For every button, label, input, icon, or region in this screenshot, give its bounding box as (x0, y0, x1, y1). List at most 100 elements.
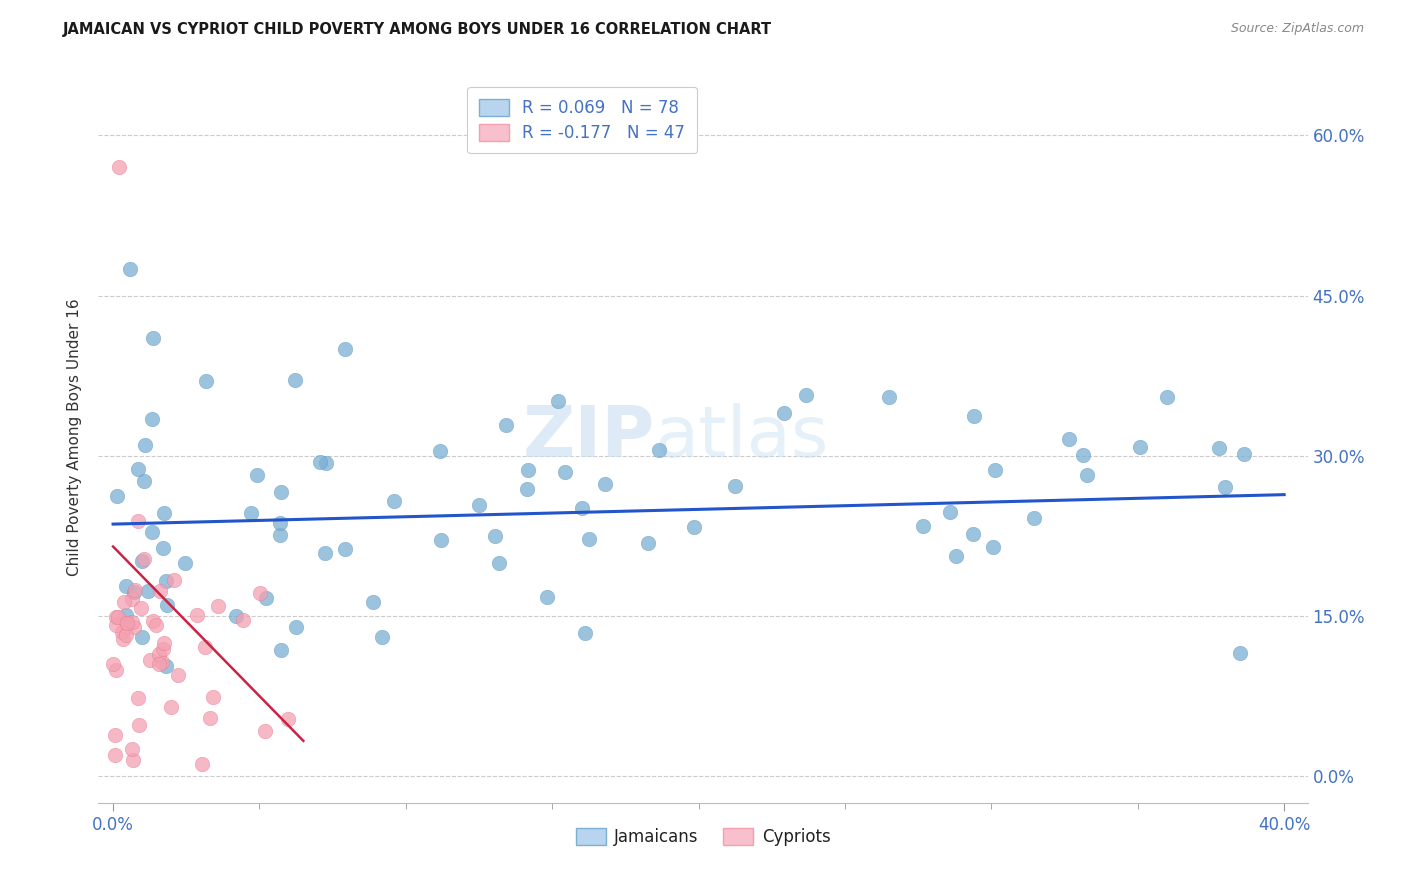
Y-axis label: Child Poverty Among Boys Under 16: Child Poverty Among Boys Under 16 (67, 298, 83, 576)
Point (314, 546, 336, 560)
Point (124, 619, 146, 633)
Point (246, 467, 269, 482)
Point (1071, 448, 1094, 462)
Point (142, 614, 165, 628)
Point (108, 161, 131, 175)
Legend: Jamaicans, Cypriots: Jamaicans, Cypriots (569, 822, 837, 853)
Point (939, 505, 962, 519)
Point (115, 628, 138, 642)
Point (127, 514, 149, 528)
Point (124, 583, 146, 598)
Point (163, 573, 186, 587)
Point (488, 556, 510, 570)
Point (1057, 433, 1080, 447)
Point (1208, 441, 1230, 455)
Point (131, 554, 153, 568)
Point (773, 406, 796, 420)
Point (877, 390, 900, 404)
Point (155, 574, 177, 589)
Point (148, 657, 170, 671)
Point (201, 690, 224, 704)
Point (637, 536, 659, 550)
Text: JAMAICAN VS CYPRIOT CHILD POVERTY AMONG BOYS UNDER 16 CORRELATION CHART: JAMAICAN VS CYPRIOT CHILD POVERTY AMONG … (63, 22, 772, 37)
Point (200, 711, 222, 725)
Point (536, 591, 558, 605)
Point (152, 636, 174, 650)
Point (105, 610, 128, 624)
Text: atlas: atlas (655, 402, 830, 472)
Point (1129, 440, 1152, 454)
Point (128, 718, 150, 732)
Point (571, 500, 593, 515)
Point (484, 529, 506, 543)
Point (1229, 646, 1251, 660)
Point (194, 640, 217, 654)
Point (142, 331, 165, 345)
Point (254, 591, 277, 606)
Point (270, 484, 292, 499)
Point (361, 595, 384, 609)
Point (254, 723, 277, 738)
Point (981, 541, 1004, 555)
Point (155, 658, 177, 673)
Point (574, 626, 596, 640)
Point (225, 609, 247, 624)
Point (156, 598, 179, 612)
Point (121, 592, 143, 607)
Point (111, 632, 134, 646)
Point (132, 552, 155, 566)
Point (131, 630, 153, 644)
Point (554, 465, 576, 479)
Point (794, 387, 817, 401)
Point (984, 463, 1007, 477)
Point (1156, 390, 1178, 404)
Point (141, 524, 163, 539)
Point (285, 620, 308, 634)
Point (315, 456, 337, 470)
Point (127, 690, 149, 705)
Point (121, 615, 143, 629)
Point (104, 747, 127, 762)
Point (578, 533, 600, 547)
Point (145, 618, 167, 632)
Point (547, 394, 569, 409)
Point (683, 520, 706, 534)
Point (166, 668, 188, 682)
Point (122, 753, 145, 767)
Point (104, 618, 127, 632)
Point (107, 490, 129, 504)
Point (136, 584, 159, 599)
Point (115, 616, 138, 631)
Point (516, 463, 538, 477)
Point (115, 579, 138, 593)
Point (207, 599, 229, 613)
Point (121, 742, 143, 756)
Point (112, 595, 135, 609)
Point (516, 482, 538, 496)
Point (962, 527, 984, 541)
Point (468, 498, 491, 512)
Point (724, 479, 747, 493)
Point (595, 476, 617, 491)
Point (141, 412, 163, 426)
Point (191, 757, 214, 772)
Point (129, 601, 152, 615)
Point (911, 519, 934, 533)
Point (309, 455, 332, 469)
Point (1233, 446, 1256, 460)
Point (269, 528, 291, 542)
Point (132, 474, 155, 488)
Point (118, 261, 141, 276)
Point (139, 653, 162, 667)
Text: ZIP: ZIP (523, 402, 655, 472)
Point (495, 417, 517, 432)
Point (945, 549, 967, 563)
Point (195, 374, 218, 388)
Text: Source: ZipAtlas.com: Source: ZipAtlas.com (1230, 22, 1364, 36)
Point (104, 728, 127, 742)
Point (269, 516, 291, 530)
Point (152, 642, 174, 657)
Point (105, 664, 128, 678)
Point (430, 533, 453, 547)
Point (103, 657, 125, 672)
